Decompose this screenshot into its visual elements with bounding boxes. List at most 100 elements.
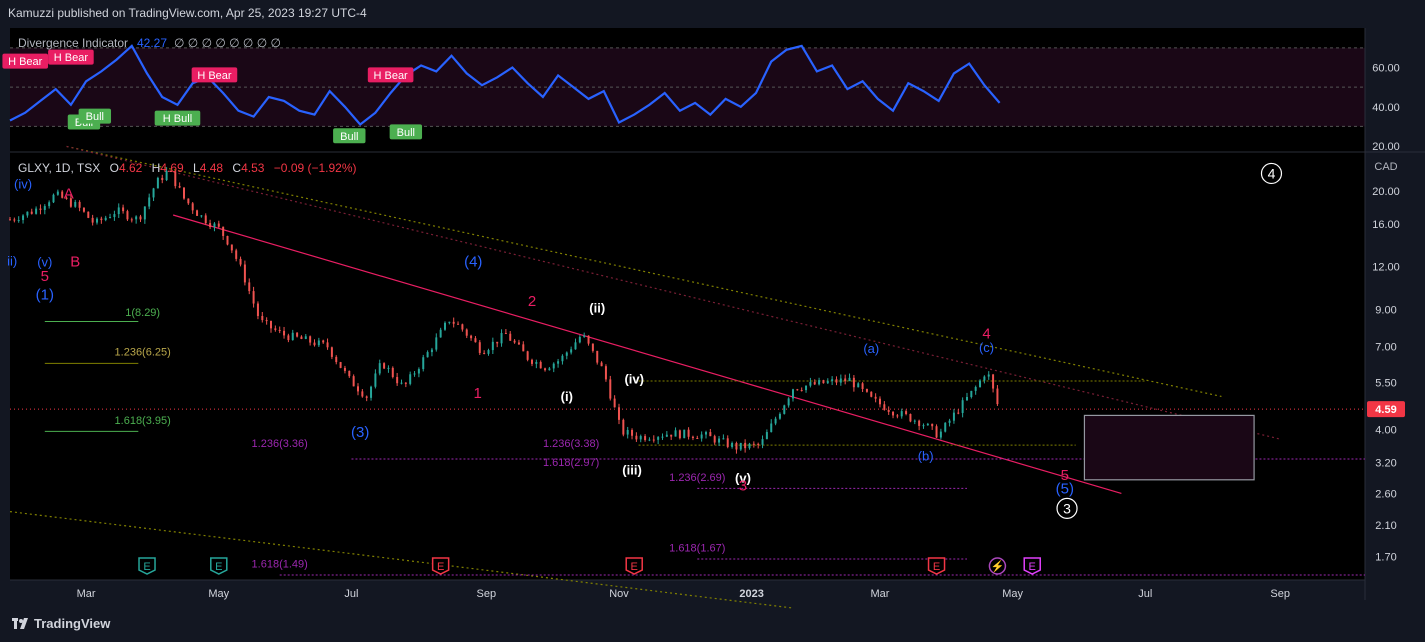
candle [35,206,38,215]
candle [226,235,229,246]
candle [578,335,581,344]
candle [548,366,551,371]
candle [878,396,881,408]
event-marker-earnings-past[interactable]: E [138,557,156,575]
candle-body [496,341,499,344]
candle-body [226,235,229,245]
candle [600,361,603,367]
candle-body [731,443,734,447]
candle [791,388,794,402]
candle [435,333,438,352]
candle-body [452,321,455,324]
candle [861,382,864,392]
candle-body [704,432,707,435]
divergence-signal-bear[interactable]: H Bear [2,53,49,69]
candle [309,335,312,346]
rsi-axis-tick: 60.00 [1372,63,1400,75]
candle-body [278,329,281,331]
candle [400,379,403,385]
candle [256,301,259,320]
candle-body [487,350,490,354]
last-price-label: 4.59 [1375,404,1396,416]
candle-body [565,352,568,356]
candle-body [683,429,686,439]
candle-body [909,414,912,422]
event-marker-earnings[interactable]: E [625,557,643,575]
wave-label: 2 [528,293,536,310]
candle [844,374,847,385]
candle [491,337,494,355]
candle [396,372,399,386]
candle [30,208,33,215]
divergence-signal-bull[interactable]: Bull [78,108,112,124]
candle-body [409,374,412,384]
candle-body [939,431,942,438]
rsi-line[interactable] [9,44,1001,127]
candle [370,385,373,401]
divergence-signal-bear[interactable]: H Bear [48,49,94,65]
candle [348,370,351,378]
event-marker-earnings-future[interactable]: E [1023,557,1041,575]
candle [604,364,607,382]
candle [457,321,460,325]
candle-body [757,443,760,445]
candle [657,436,660,445]
candle-body [700,434,703,439]
candle-body [430,349,433,353]
event-label: E [143,561,150,573]
candle [239,256,242,267]
candle [739,442,742,451]
candle-body [617,407,620,420]
candle [822,379,825,384]
candle [409,371,412,386]
candle [770,419,773,433]
candle-body [587,335,590,344]
divergence-signal-bear[interactable]: H Bear [367,67,414,83]
candle-body [709,432,712,437]
wave-label: (i) [561,389,573,404]
divergence-signal-bull[interactable]: Bull [333,128,366,144]
candle [504,329,507,335]
last-price-marker[interactable]: 4.59 [1367,401,1405,418]
candle-body [26,211,29,216]
divergence-signal-bear[interactable]: H Bear [191,67,238,83]
candle-body [465,329,468,336]
candle [130,217,133,223]
candle-body [883,404,886,410]
divergence-indicator-pane[interactable]: ∅ ∅ ∅ ∅ ∅ ∅ ∅ ∅ H Bear H Bear Bull Bull H Bul… [2,36,1365,144]
candle-body [600,362,603,367]
candle-body [522,344,525,352]
candle-body [135,216,138,220]
candle [718,435,721,447]
time-axis-tick: 2023 [739,588,763,600]
candle-body [391,367,394,378]
axes: 60.00 40.00 20.00 20.00 16.00 12.00 9.00 7.00 5.… [77,63,1400,601]
price-axis-tick: 2.10 [1375,520,1396,532]
signal-box [367,67,414,83]
candle-body [852,377,855,388]
wave-label: (5) [1056,480,1074,497]
candle [117,203,120,218]
ohlc-low-label: L [193,161,200,175]
event-marker-earnings[interactable]: E [927,557,946,575]
candle-body [831,379,834,382]
candle-body [91,217,94,223]
candle [922,423,925,429]
candle-body [822,380,825,384]
event-marker-earnings[interactable]: E [431,557,450,575]
event-marker-split[interactable]: ⚡ [988,557,1007,575]
divergence-signal-bull[interactable]: Bull [389,124,423,140]
tradingview-brand[interactable]: TradingView [12,616,110,631]
divergence-signal-bull[interactable]: H Bull [154,110,201,126]
signal-box [191,67,238,83]
candle [530,358,533,367]
price-pane[interactable]: 4.59 (iv) Aii) (v) B 5 (1) (4) 2 (ii) 1 (i) (iv) (3) (… [7,145,1405,609]
event-marker-earnings-past[interactable]: E [210,557,228,575]
fib-label: 1.618(3.95) [115,415,171,427]
target-zone-box[interactable] [1083,414,1255,481]
candle [109,213,112,219]
candle [269,320,272,333]
candle-body [835,379,838,383]
candle [135,215,138,224]
candle-body [283,330,286,336]
